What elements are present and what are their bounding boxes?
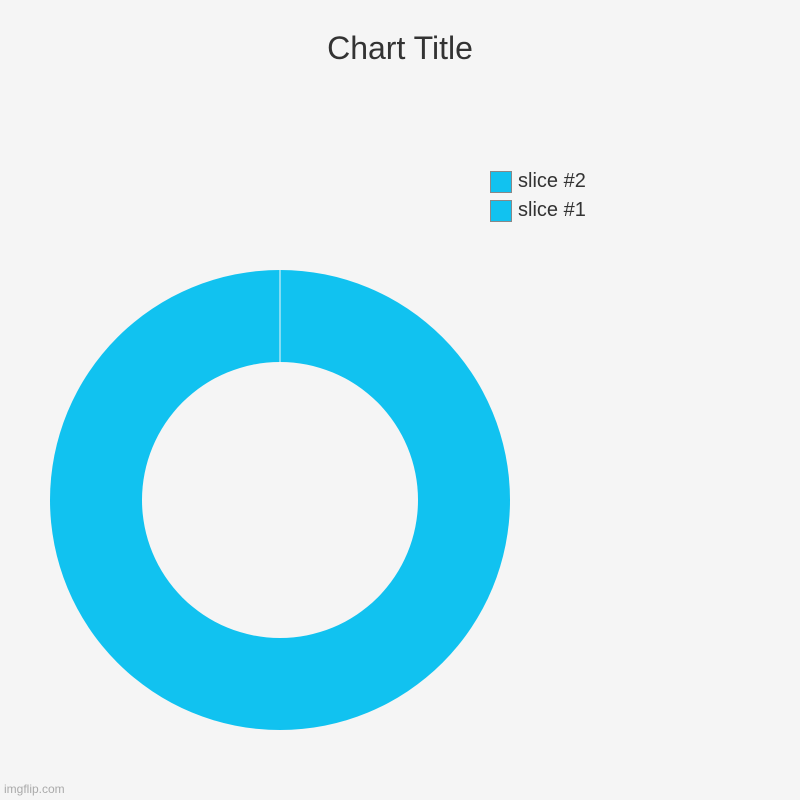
chart-container: Chart Title slice #2 slice #1 imgflip.co… — [0, 0, 800, 800]
donut-chart — [50, 270, 510, 730]
legend-item: slice #2 — [490, 170, 586, 193]
watermark: imgflip.com — [4, 782, 65, 796]
legend-label: slice #1 — [518, 199, 586, 222]
legend-swatch — [490, 171, 512, 193]
slice-divider — [279, 270, 281, 362]
legend: slice #2 slice #1 — [490, 170, 586, 228]
legend-swatch — [490, 200, 512, 222]
chart-title: Chart Title — [0, 30, 800, 67]
legend-item: slice #1 — [490, 199, 586, 222]
legend-label: slice #2 — [518, 170, 586, 193]
donut-inner-hole — [142, 362, 418, 638]
